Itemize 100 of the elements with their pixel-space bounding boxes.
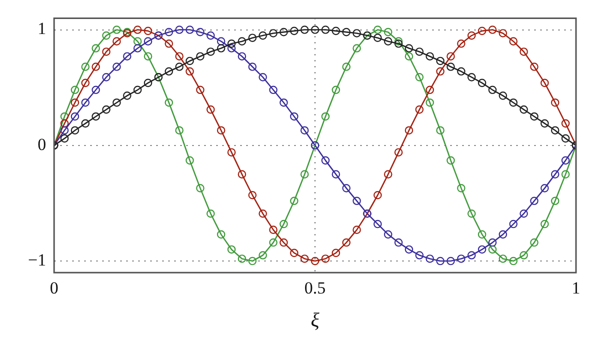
y-tick-label: −1 <box>28 250 46 270</box>
point <box>561 119 570 128</box>
point <box>404 126 414 135</box>
point <box>561 170 570 178</box>
point <box>123 92 132 100</box>
point <box>196 28 204 36</box>
point <box>446 62 455 71</box>
point <box>415 251 424 260</box>
point <box>520 209 528 218</box>
x-tick-label: 0 <box>50 278 58 298</box>
point <box>175 26 184 34</box>
point <box>394 39 403 48</box>
point <box>60 126 69 135</box>
point <box>238 37 246 46</box>
point <box>280 28 288 36</box>
point <box>457 254 466 263</box>
point <box>467 251 476 260</box>
point <box>498 29 508 38</box>
point <box>102 31 110 40</box>
point <box>384 170 392 178</box>
point <box>321 112 330 121</box>
point <box>280 98 288 107</box>
point <box>520 48 528 56</box>
y-tick-label: 0 <box>38 134 46 154</box>
point <box>227 148 236 156</box>
point <box>394 148 403 156</box>
point <box>478 230 486 239</box>
point <box>540 119 549 128</box>
point <box>404 245 414 254</box>
point <box>457 184 466 192</box>
point <box>300 126 309 135</box>
point <box>70 112 80 121</box>
point <box>133 37 142 46</box>
point <box>290 196 298 206</box>
point <box>426 98 434 107</box>
point <box>498 92 508 100</box>
point <box>478 26 486 36</box>
point <box>446 256 455 266</box>
point <box>92 62 100 71</box>
point <box>550 98 560 107</box>
point <box>509 37 518 46</box>
point <box>112 62 121 71</box>
point <box>426 86 434 94</box>
point <box>206 31 215 40</box>
point <box>123 52 132 61</box>
point <box>144 37 152 46</box>
point <box>310 26 320 34</box>
point <box>227 44 236 52</box>
point <box>70 126 80 135</box>
point <box>550 170 560 178</box>
point <box>196 184 204 192</box>
point <box>384 37 392 46</box>
point <box>561 134 570 143</box>
point <box>300 170 309 178</box>
point <box>175 52 184 61</box>
point <box>70 98 80 107</box>
point <box>196 86 204 94</box>
point <box>498 230 508 239</box>
point <box>92 112 100 121</box>
point <box>520 105 528 114</box>
point <box>457 67 466 76</box>
point <box>175 126 184 135</box>
point <box>488 26 497 34</box>
point <box>238 254 246 263</box>
point <box>280 238 288 247</box>
point <box>332 86 340 94</box>
point <box>269 238 278 247</box>
point <box>426 254 434 263</box>
point <box>436 126 444 135</box>
point <box>342 238 351 247</box>
point <box>258 209 268 218</box>
point <box>238 52 246 61</box>
point <box>269 86 278 94</box>
point <box>540 220 549 228</box>
point <box>488 238 497 247</box>
point <box>60 134 69 143</box>
point <box>269 226 278 234</box>
x-tick-label: 0.5 <box>304 278 326 298</box>
point <box>280 220 288 228</box>
point <box>164 28 174 36</box>
y-tick-label: 1 <box>38 19 46 38</box>
point <box>60 119 69 128</box>
point <box>384 28 392 36</box>
point <box>186 67 194 76</box>
point <box>530 196 538 206</box>
point <box>216 230 226 239</box>
point <box>561 156 570 165</box>
point <box>467 31 476 40</box>
point <box>342 62 351 71</box>
point <box>216 44 226 52</box>
point <box>206 105 215 114</box>
point <box>478 245 486 254</box>
point <box>394 37 403 46</box>
point <box>404 52 414 61</box>
point <box>394 238 403 247</box>
point <box>332 170 340 178</box>
point <box>321 156 330 165</box>
point <box>186 26 194 34</box>
point <box>102 73 110 82</box>
point <box>112 37 121 46</box>
